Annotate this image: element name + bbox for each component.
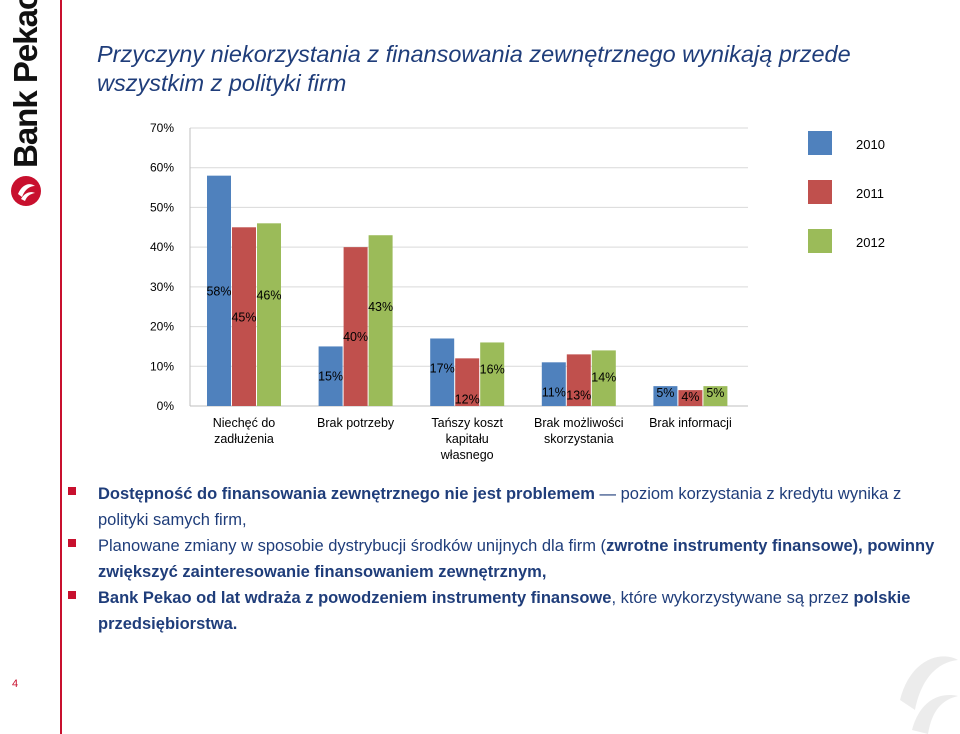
x-tick-label: kapitału	[446, 432, 489, 446]
legend-label: 2010	[856, 137, 885, 152]
bar-2011	[232, 227, 256, 406]
bar-2012	[257, 223, 281, 406]
x-tick-label: Niechęć do	[213, 416, 276, 430]
bullet-marker-icon	[68, 539, 76, 547]
x-tick-label: Brak potrzeby	[317, 416, 395, 430]
data-label: 13%	[566, 388, 591, 402]
bullet-item: Dostępność do finansowania zewnętrznego …	[68, 481, 938, 533]
data-label: 58%	[206, 285, 231, 299]
bullet-marker-icon	[68, 487, 76, 495]
legend-swatch-2011	[808, 180, 832, 204]
data-label: 45%	[231, 310, 256, 324]
bullet-item: Bank Pekao od lat wdraża z powodzeniem i…	[68, 585, 938, 637]
bullet-text: zwrotne instrumenty finansowe), powinny …	[98, 537, 935, 581]
bar-2010	[541, 362, 566, 406]
x-tick-label: Brak możliwości	[534, 416, 624, 430]
legend-swatch-2012	[808, 229, 832, 253]
x-tick-label: Tańszy koszt	[431, 416, 503, 430]
bar-2012	[703, 386, 728, 406]
slide-title: Przyczyny niekorzystania z finansowania …	[97, 41, 851, 96]
bar-2012	[591, 350, 616, 406]
data-label: 46%	[256, 288, 281, 302]
bullet-text: Dostępność do finansowania zewnętrznego …	[98, 485, 595, 503]
bar-chart: 0% 10% 20% 30% 40% 50% 60% 70% 58%45%46% Niechęć …	[150, 121, 885, 462]
bar-2010	[207, 175, 231, 406]
data-label: 17%	[430, 361, 455, 375]
watermark-logo-icon	[900, 656, 958, 734]
legend-label: 2012	[856, 235, 885, 250]
y-tick-label: 0%	[157, 399, 175, 413]
bullet-text: polskie przedsiębiorstwa.	[98, 589, 911, 633]
y-tick-label: 40%	[150, 240, 174, 254]
bullet-marker-icon	[68, 591, 76, 599]
data-label: 4%	[681, 390, 699, 404]
bullet-list: Dostępność do finansowania zewnętrznego …	[68, 481, 938, 637]
x-tick-label: zadłużenia	[214, 432, 274, 446]
brand: Bank Pekao	[6, 0, 46, 208]
data-label: 15%	[318, 369, 343, 383]
bar-2011	[343, 247, 368, 406]
bullet-item: Planowane zmiany w sposobie dystrybucji …	[68, 533, 938, 585]
bar-2011	[678, 390, 703, 406]
legend-swatch-2010	[808, 131, 832, 155]
x-tick-label: Brak informacji	[649, 416, 732, 430]
y-tick-label: 20%	[150, 320, 174, 334]
data-label: 40%	[343, 330, 368, 344]
data-label: 5%	[706, 386, 724, 400]
x-tick-label: własnego	[440, 448, 494, 462]
data-label: 16%	[480, 362, 505, 376]
bar-2011	[455, 358, 480, 406]
data-label: 11%	[542, 385, 566, 399]
bar-2012	[368, 235, 393, 406]
brand-name: Bank Pekao	[7, 0, 44, 168]
bar-2011	[566, 354, 591, 406]
bullet-text: , które wykorzystywane są przez	[611, 589, 854, 607]
y-tick-label: 30%	[150, 280, 174, 294]
sidebar-divider	[60, 0, 62, 734]
bullet-text: Bank Pekao od lat wdraża z powodzeniem i…	[98, 589, 612, 607]
bullet-text: Planowane zmiany w sposobie dystrybucji …	[98, 537, 607, 555]
bullet-text: — poziom korzystania z kredytu wynika z …	[98, 485, 902, 529]
bar-2010	[653, 386, 678, 406]
data-label: 5%	[656, 386, 674, 400]
data-label: 43%	[368, 300, 393, 314]
y-tick-label: 60%	[150, 161, 174, 175]
bar-2012	[480, 342, 505, 406]
data-label: 12%	[455, 392, 480, 406]
bar-2010	[318, 346, 343, 406]
y-tick-label: 70%	[150, 121, 174, 135]
page-number: 4	[12, 678, 19, 690]
bar-2010	[430, 338, 455, 406]
y-tick-label: 10%	[150, 359, 174, 373]
y-tick-label: 50%	[150, 200, 174, 214]
sidebar: Bank Pekao 4	[0, 0, 60, 734]
bank-pekao-logo-icon	[11, 176, 41, 206]
data-label: 14%	[591, 370, 616, 384]
x-tick-label: skorzystania	[544, 432, 614, 446]
legend-label: 2011	[856, 186, 884, 201]
